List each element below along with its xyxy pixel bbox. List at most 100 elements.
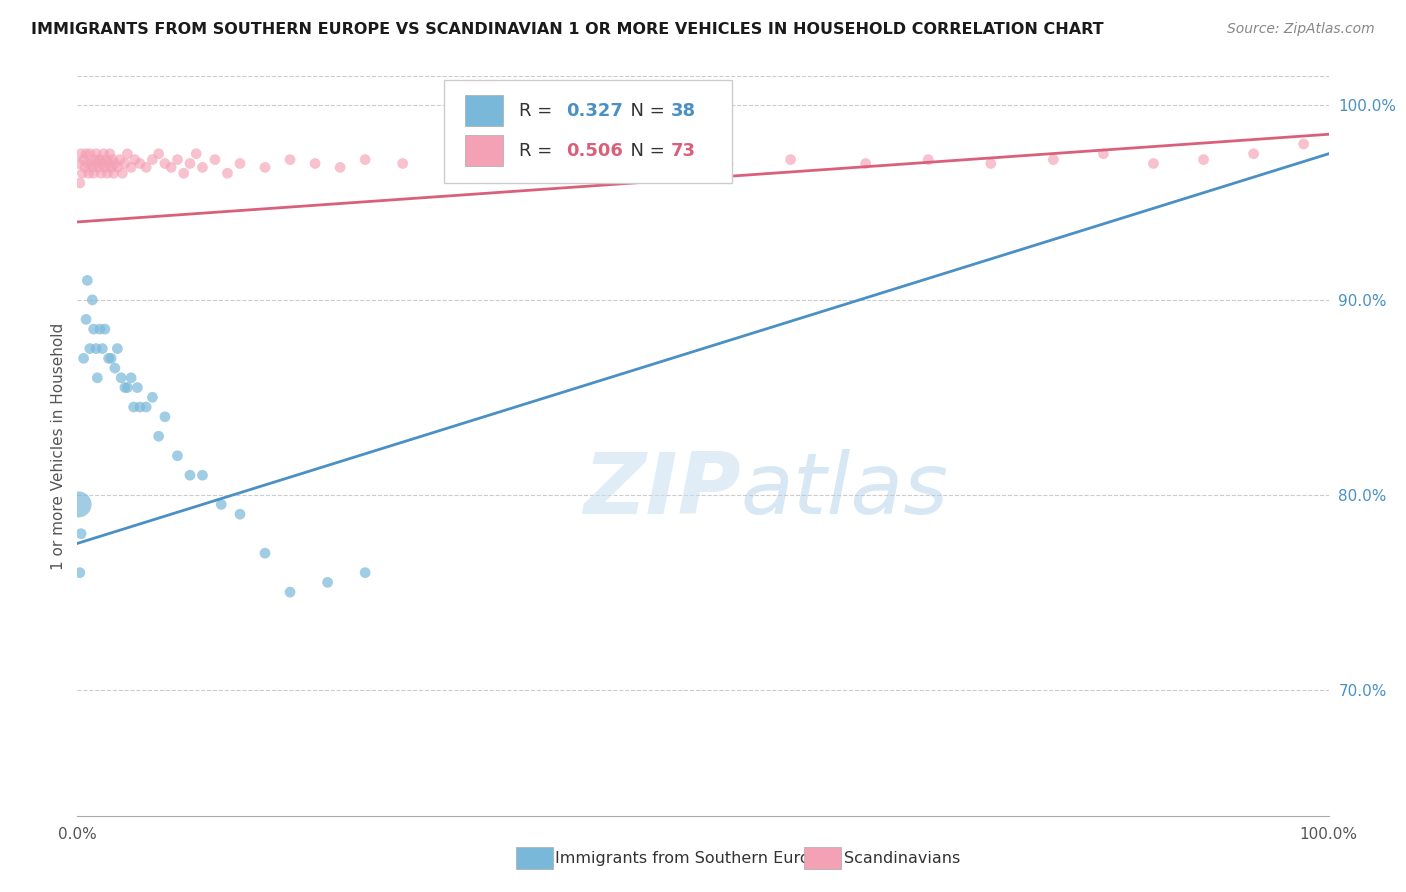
- Point: [83, 166, 105, 180]
- Point: [94, 153, 117, 167]
- Point: [100, 161, 122, 175]
- Point: [229, 156, 252, 170]
- Point: [209, 498, 232, 512]
- Point: [75, 312, 97, 326]
- Point: [90, 166, 112, 180]
- Point: [153, 156, 176, 170]
- Text: 73: 73: [671, 142, 696, 160]
- Point: [101, 153, 124, 167]
- Point: [253, 546, 276, 560]
- Point: [191, 468, 214, 483]
- Point: [204, 153, 226, 167]
- Point: [1042, 153, 1064, 167]
- Point: [111, 166, 134, 180]
- Point: [72, 153, 94, 167]
- Point: [72, 351, 94, 366]
- Y-axis label: 1 or more Vehicles in Household: 1 or more Vehicles in Household: [51, 322, 66, 570]
- Point: [186, 146, 208, 161]
- Text: 0.327: 0.327: [567, 102, 623, 120]
- Point: [94, 322, 117, 336]
- Point: [141, 153, 163, 167]
- Point: [76, 273, 98, 287]
- Point: [179, 468, 201, 483]
- Point: [89, 322, 111, 336]
- Point: [70, 146, 93, 161]
- Point: [117, 380, 139, 394]
- Point: [166, 449, 188, 463]
- Point: [278, 153, 301, 167]
- Text: R =: R =: [519, 102, 558, 120]
- Point: [135, 161, 157, 175]
- Point: [191, 161, 214, 175]
- Text: Scandinavians: Scandinavians: [844, 851, 960, 865]
- Point: [79, 146, 101, 161]
- Point: [67, 498, 90, 512]
- Point: [166, 153, 188, 167]
- Point: [1092, 146, 1115, 161]
- Point: [69, 176, 91, 190]
- Text: 0.506: 0.506: [567, 142, 623, 160]
- Point: [541, 153, 564, 167]
- Point: [105, 161, 128, 175]
- Text: Immigrants from Southern Europe: Immigrants from Southern Europe: [555, 851, 830, 865]
- Point: [96, 166, 118, 180]
- Point: [717, 156, 740, 170]
- Text: 38: 38: [671, 102, 696, 120]
- Point: [153, 409, 176, 424]
- Text: Source: ZipAtlas.com: Source: ZipAtlas.com: [1227, 22, 1375, 37]
- Point: [135, 400, 157, 414]
- Point: [855, 156, 877, 170]
- Point: [354, 566, 377, 580]
- Point: [86, 371, 108, 385]
- FancyBboxPatch shape: [444, 79, 731, 183]
- Point: [1192, 153, 1215, 167]
- Point: [73, 161, 96, 175]
- Point: [229, 507, 252, 521]
- Point: [105, 342, 128, 356]
- Point: [127, 380, 149, 394]
- Point: [69, 566, 91, 580]
- Point: [86, 156, 108, 170]
- Point: [779, 153, 801, 167]
- Point: [1292, 136, 1315, 151]
- Point: [122, 400, 145, 414]
- Point: [1243, 146, 1265, 161]
- Point: [91, 342, 114, 356]
- Point: [83, 322, 105, 336]
- Point: [91, 156, 114, 170]
- Text: N =: N =: [619, 142, 671, 160]
- Point: [391, 156, 413, 170]
- Point: [114, 380, 136, 394]
- Point: [160, 161, 183, 175]
- Point: [79, 342, 101, 356]
- Point: [72, 166, 94, 180]
- Point: [80, 156, 103, 170]
- Point: [100, 351, 122, 366]
- Point: [97, 156, 120, 170]
- Point: [75, 146, 97, 161]
- Point: [329, 161, 352, 175]
- Point: [117, 146, 139, 161]
- Point: [278, 585, 301, 599]
- Point: [148, 429, 170, 443]
- Text: ZIP: ZIP: [583, 449, 741, 532]
- Point: [110, 371, 132, 385]
- Point: [129, 156, 152, 170]
- Point: [179, 156, 201, 170]
- Point: [82, 293, 104, 307]
- Point: [492, 156, 515, 170]
- Point: [83, 153, 105, 167]
- Text: R =: R =: [519, 142, 558, 160]
- Point: [104, 361, 127, 376]
- Point: [93, 146, 115, 161]
- Point: [141, 390, 163, 404]
- Point: [114, 156, 136, 170]
- Point: [980, 156, 1002, 170]
- Point: [217, 166, 239, 180]
- Point: [253, 161, 276, 175]
- Text: N =: N =: [619, 102, 671, 120]
- Point: [76, 156, 98, 170]
- Point: [87, 161, 110, 175]
- Point: [592, 156, 614, 170]
- Point: [77, 166, 100, 180]
